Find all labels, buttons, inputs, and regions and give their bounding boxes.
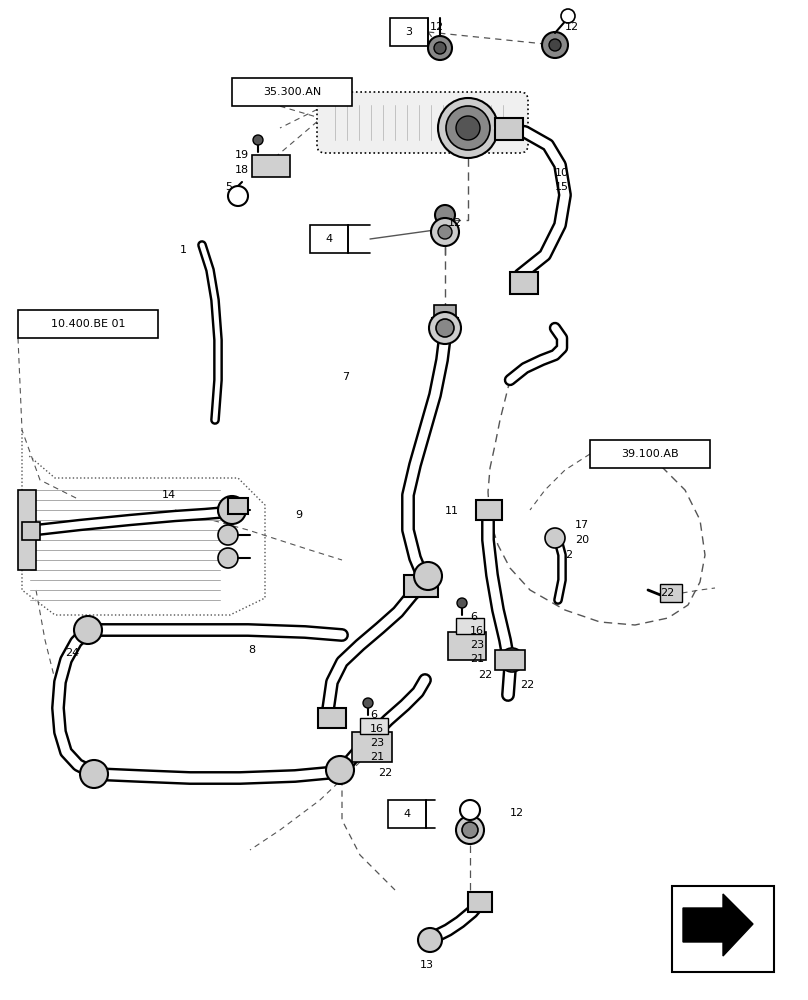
Circle shape — [218, 525, 238, 545]
Text: 22: 22 — [478, 670, 492, 680]
Bar — [468, 892, 492, 912]
Circle shape — [457, 598, 467, 608]
Text: 23: 23 — [370, 738, 384, 748]
Bar — [660, 584, 682, 602]
Circle shape — [542, 32, 568, 58]
Circle shape — [434, 42, 446, 54]
Circle shape — [549, 39, 561, 51]
Text: 4: 4 — [326, 234, 333, 244]
Text: 12: 12 — [565, 22, 579, 32]
Bar — [360, 718, 388, 734]
Circle shape — [218, 496, 246, 524]
Circle shape — [446, 106, 490, 150]
Circle shape — [500, 648, 524, 672]
Bar — [390, 18, 428, 46]
Text: 8: 8 — [248, 645, 255, 655]
Circle shape — [561, 9, 575, 23]
Bar — [228, 498, 248, 514]
Bar — [252, 155, 290, 177]
Text: 17: 17 — [575, 520, 589, 530]
Circle shape — [228, 186, 248, 206]
Text: 10.400.BE 01: 10.400.BE 01 — [51, 319, 125, 329]
Bar — [495, 650, 525, 670]
Bar — [388, 800, 426, 828]
Bar — [404, 575, 438, 597]
Text: 2: 2 — [565, 550, 572, 560]
Bar — [310, 225, 348, 253]
Circle shape — [218, 548, 238, 568]
Text: 12: 12 — [430, 22, 444, 32]
Text: 1: 1 — [180, 245, 187, 255]
Text: 39.100.AB: 39.100.AB — [621, 449, 679, 459]
Circle shape — [438, 98, 498, 158]
Bar — [590, 440, 710, 468]
Text: 7: 7 — [342, 372, 349, 382]
Bar — [434, 305, 456, 319]
Circle shape — [456, 116, 480, 140]
Circle shape — [436, 319, 454, 337]
Text: 10: 10 — [555, 168, 569, 178]
Text: 12: 12 — [510, 808, 524, 818]
Text: 14: 14 — [162, 490, 176, 500]
Bar — [476, 500, 502, 520]
Bar — [232, 78, 352, 106]
Circle shape — [429, 312, 461, 344]
Circle shape — [218, 500, 238, 520]
Text: 18: 18 — [235, 165, 249, 175]
Bar — [18, 490, 36, 570]
Circle shape — [80, 760, 108, 788]
Text: 5: 5 — [225, 182, 232, 192]
Text: 20: 20 — [575, 535, 589, 545]
Text: 24: 24 — [65, 648, 79, 658]
FancyBboxPatch shape — [317, 92, 528, 153]
Text: 9: 9 — [295, 510, 302, 520]
Text: 15: 15 — [555, 182, 569, 192]
Circle shape — [435, 205, 455, 225]
Text: 21: 21 — [370, 752, 384, 762]
Circle shape — [326, 756, 354, 784]
Circle shape — [438, 225, 452, 239]
Text: 13: 13 — [420, 960, 434, 970]
Circle shape — [462, 822, 478, 838]
Bar — [22, 522, 40, 540]
Text: 3: 3 — [406, 27, 413, 37]
Bar — [510, 272, 538, 294]
Text: 16: 16 — [370, 724, 384, 734]
Text: 6: 6 — [370, 710, 377, 720]
Bar — [448, 632, 486, 660]
Circle shape — [253, 135, 263, 145]
Bar — [672, 886, 774, 972]
Text: 12: 12 — [448, 218, 462, 228]
Text: 21: 21 — [470, 654, 484, 664]
Text: 19: 19 — [235, 150, 249, 160]
Text: 35.300.AN: 35.300.AN — [263, 87, 321, 97]
Circle shape — [545, 528, 565, 548]
Circle shape — [460, 800, 480, 820]
Bar — [456, 618, 484, 634]
Text: 11: 11 — [445, 506, 459, 516]
Circle shape — [456, 816, 484, 844]
Bar — [18, 310, 158, 338]
Bar — [352, 732, 392, 762]
Text: 23: 23 — [470, 640, 484, 650]
Circle shape — [363, 698, 373, 708]
Bar — [318, 708, 346, 728]
Bar — [495, 118, 523, 140]
Text: 4: 4 — [403, 809, 410, 819]
Text: 22: 22 — [520, 680, 534, 690]
Text: 22: 22 — [660, 588, 674, 598]
Text: 6: 6 — [470, 612, 477, 622]
Circle shape — [431, 218, 459, 246]
Circle shape — [428, 36, 452, 60]
Text: 16: 16 — [470, 626, 484, 636]
Polygon shape — [683, 894, 753, 956]
Circle shape — [74, 616, 102, 644]
Text: 22: 22 — [378, 768, 392, 778]
Circle shape — [414, 562, 442, 590]
Bar — [432, 318, 458, 336]
Circle shape — [418, 928, 442, 952]
